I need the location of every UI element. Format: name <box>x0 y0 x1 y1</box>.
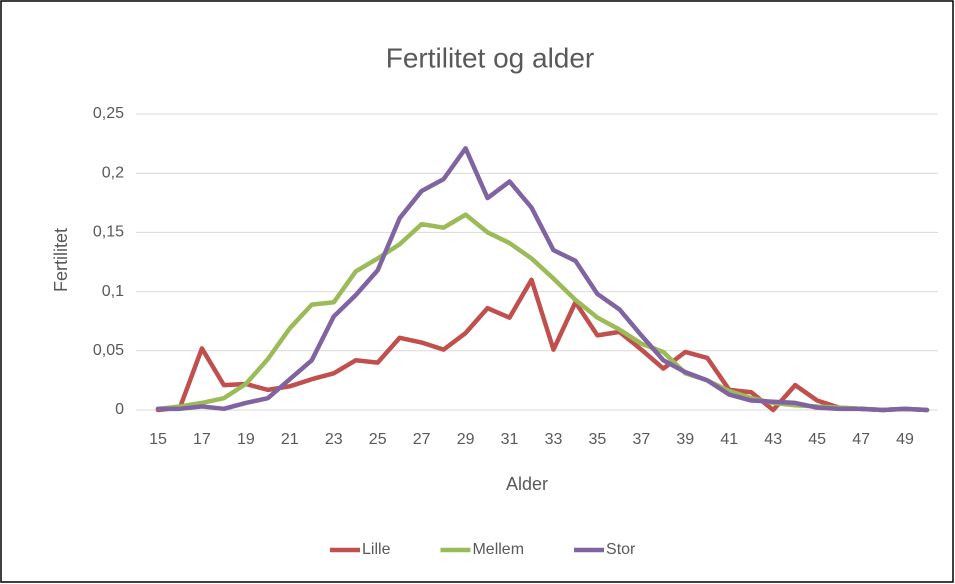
x-tick-label: 19 <box>237 431 255 448</box>
x-tick-label: 37 <box>632 431 650 448</box>
x-tick-label: 31 <box>501 431 519 448</box>
legend-label: Stor <box>606 541 636 558</box>
x-tick-label: 27 <box>413 431 431 448</box>
y-tick-label: 0,15 <box>93 224 124 241</box>
x-tick-label: 49 <box>896 431 914 448</box>
y-tick-label: 0 <box>115 401 124 418</box>
x-tick-label: 29 <box>457 431 475 448</box>
x-tick-label: 47 <box>852 431 870 448</box>
x-tick-label: 43 <box>764 431 782 448</box>
x-axis-label: Alder <box>506 474 548 494</box>
x-tick-label: 23 <box>325 431 343 448</box>
x-tick-label: 25 <box>369 431 387 448</box>
y-tick-label: 0,1 <box>102 283 124 300</box>
x-tick-label: 39 <box>676 431 694 448</box>
chart-title: Fertilitet og alder <box>386 42 595 73</box>
y-axis-label: Fertilitet <box>51 228 71 292</box>
x-tick-label: 35 <box>589 431 607 448</box>
x-tick-label: 41 <box>720 431 738 448</box>
x-tick-label: 15 <box>149 431 167 448</box>
y-tick-label: 0,2 <box>102 164 124 181</box>
line <box>155 277 930 413</box>
x-tick-label: 21 <box>281 431 299 448</box>
x-tick-label: 45 <box>808 431 826 448</box>
line <box>155 146 930 413</box>
y-tick-label: 0,05 <box>93 342 124 359</box>
y-tick-label: 0,25 <box>93 105 124 122</box>
x-tick-label: 17 <box>193 431 211 448</box>
x-tick-label: 33 <box>545 431 563 448</box>
legend-label: Lille <box>362 541 391 558</box>
legend-label: Mellem <box>472 541 524 558</box>
